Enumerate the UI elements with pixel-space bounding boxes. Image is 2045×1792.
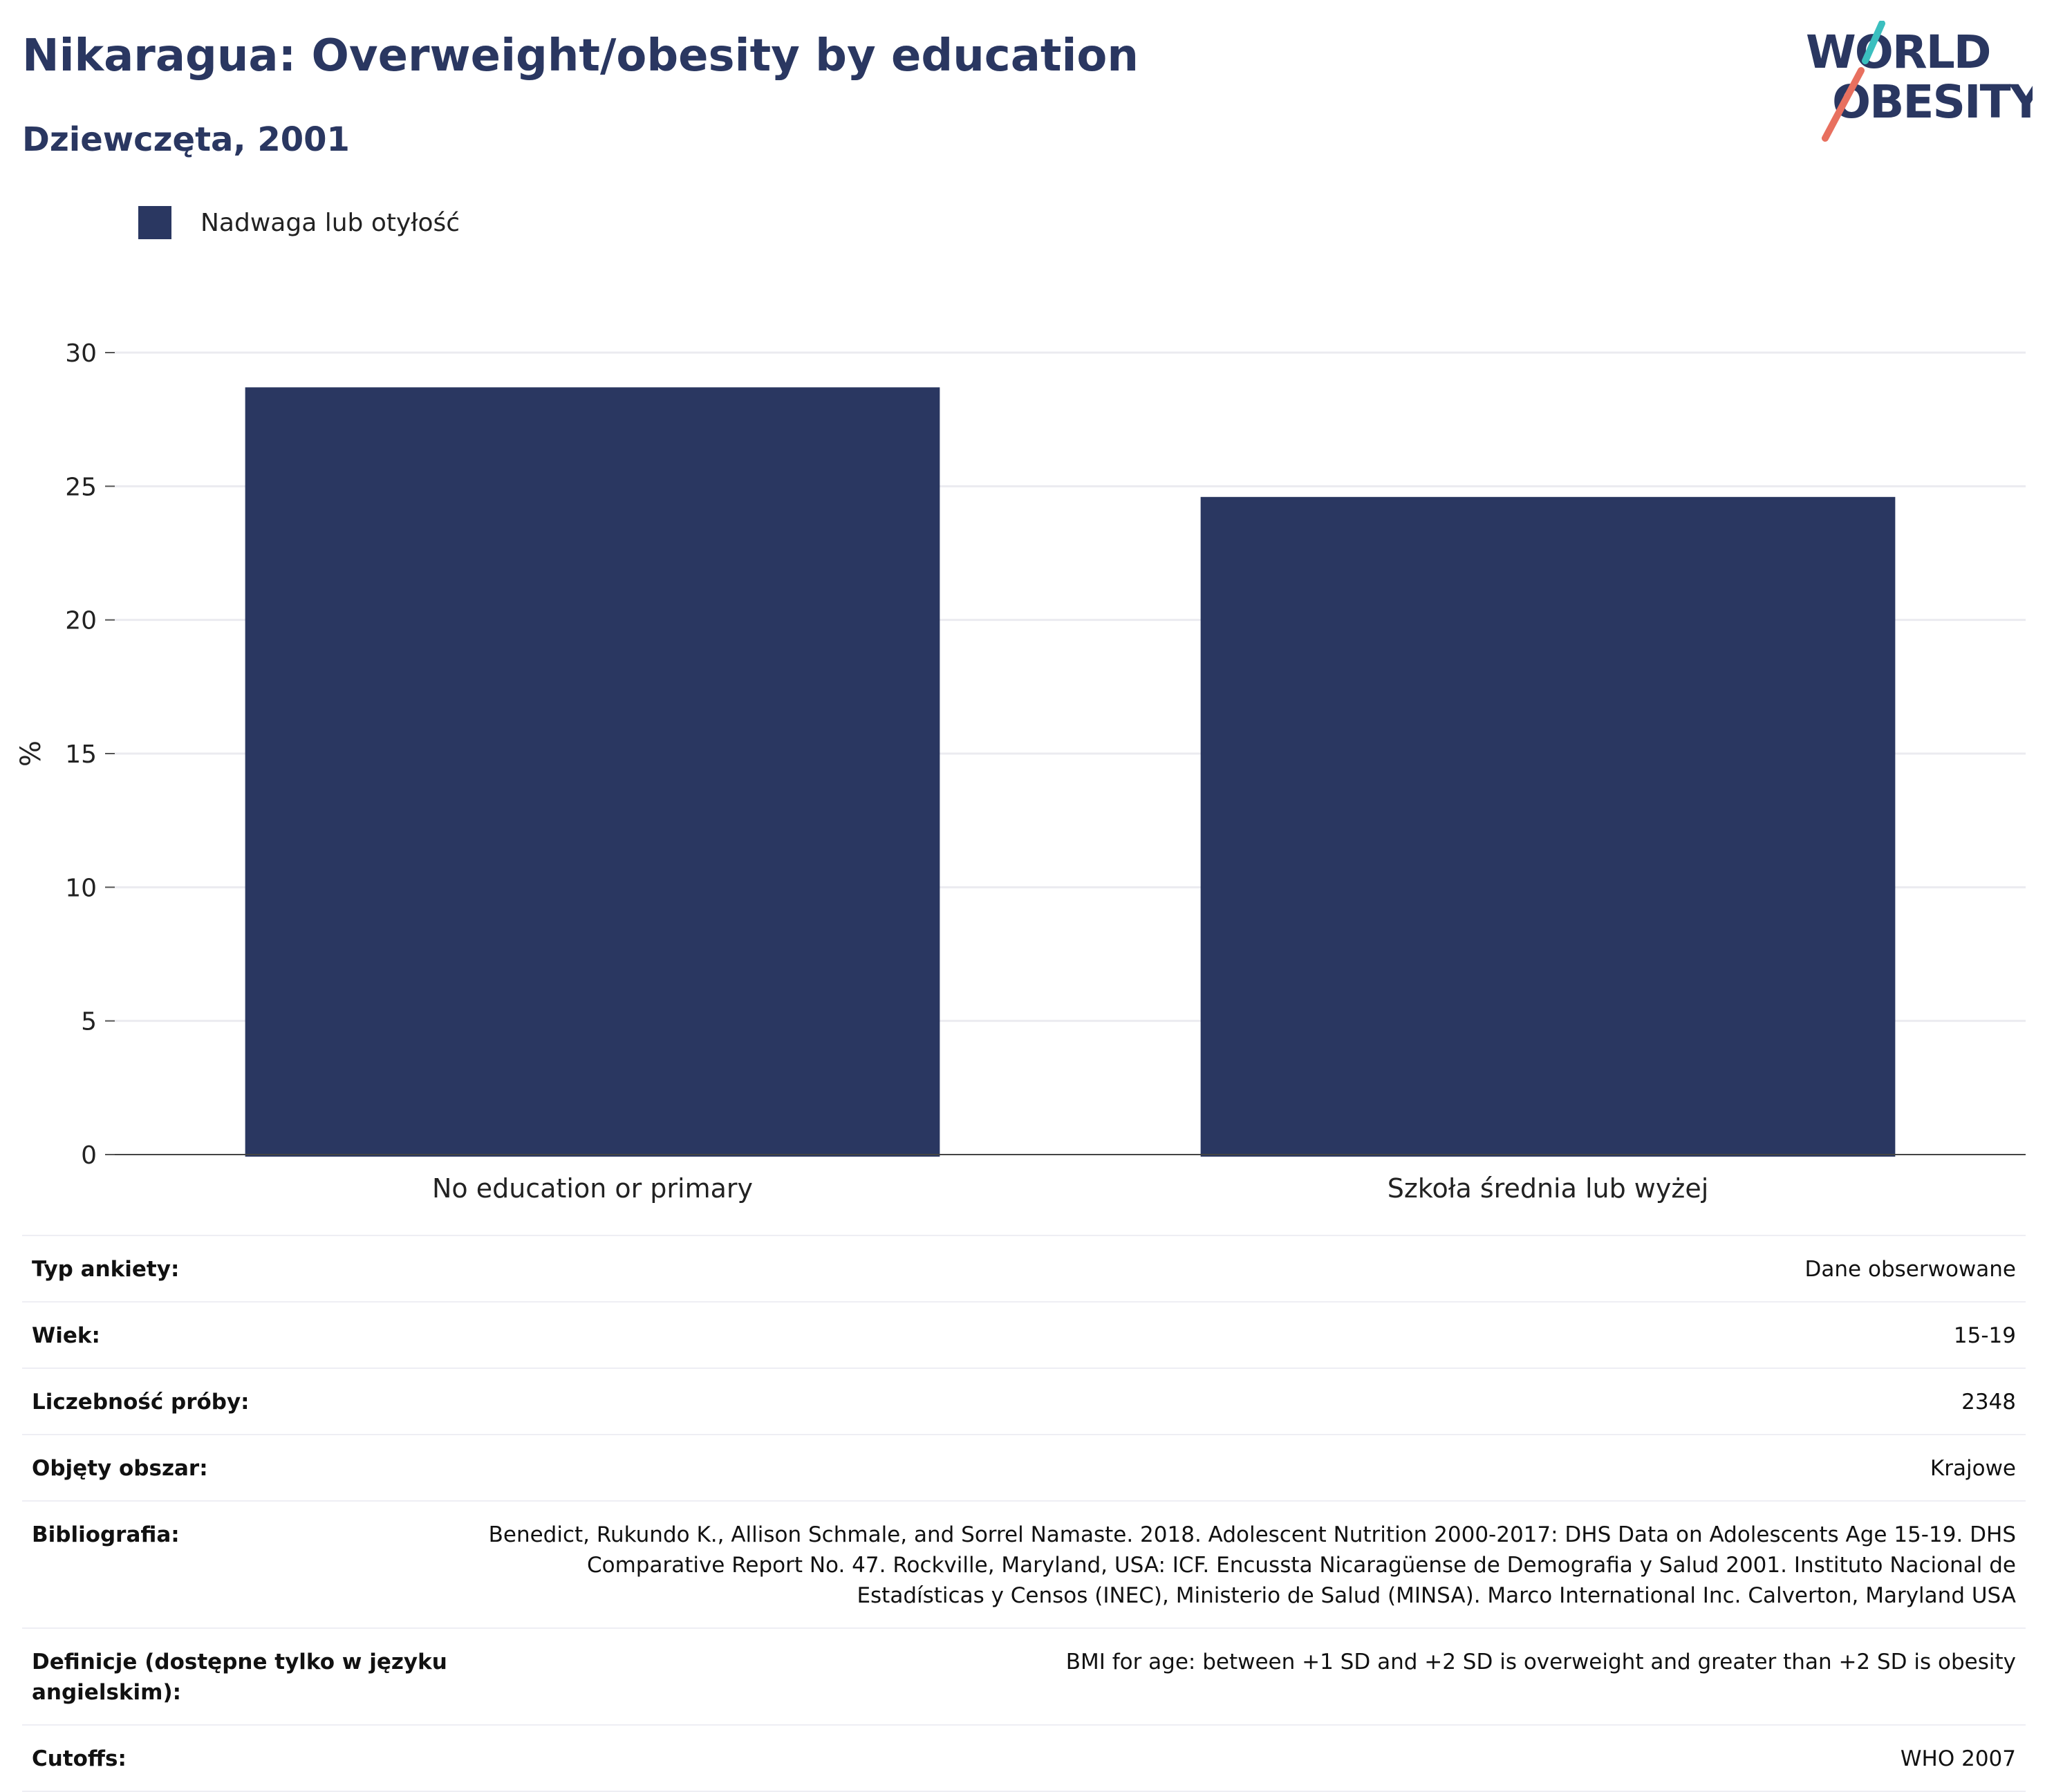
info-table: Typ ankiety: Dane obserwowane Wiek: 15-19 Li… — [22, 1235, 2026, 1792]
info-key: Typ ankiety: — [22, 1235, 470, 1303]
info-value: WHO 2007 — [470, 1724, 2026, 1792]
legend-swatch — [138, 206, 171, 239]
x-axis-categories: No education or primary Szkoła średnia lu… — [432, 1173, 1708, 1203]
y-tick-label: 10 — [65, 874, 97, 902]
info-key: Cutoffs: — [22, 1724, 470, 1792]
info-row: Wiek: 15-19 — [22, 1301, 2026, 1369]
info-key: Wiek: — [22, 1301, 470, 1369]
logo-text-world: WORLD — [1806, 26, 1990, 79]
logo-text-obesity: OBESITY — [1832, 75, 2033, 129]
info-row: Typ ankiety: Dane obserwowane — [22, 1235, 2026, 1303]
legend[interactable]: Nadwaga lub otyłość — [138, 205, 460, 241]
y-tick-label: 20 — [65, 607, 97, 635]
world-obesity-logo: WORLD OBESITY — [1806, 21, 2033, 142]
info-value: Krajowe — [470, 1434, 2026, 1502]
info-row: Bibliografia: Benedict, Rukundo K., Allis… — [22, 1500, 2026, 1629]
chart-subtitle: Dziewczęta, 2001 — [22, 120, 350, 159]
info-row: Objęty obszar: Krajowe — [22, 1434, 2026, 1502]
info-key: Bibliografia: — [22, 1500, 470, 1629]
info-value: 2348 — [470, 1368, 2026, 1435]
y-tick-label: 0 — [81, 1141, 97, 1170]
info-key: Liczebność próby: — [22, 1368, 470, 1435]
info-value: Benedict, Rukundo K., Allison Schmale, a… — [470, 1500, 2026, 1629]
logo-slash-top — [1862, 21, 1885, 64]
bar[interactable] — [1200, 496, 1896, 1157]
bar[interactable] — [245, 387, 940, 1157]
y-tick-label: 30 — [65, 339, 97, 368]
y-tick-label: 5 — [81, 1008, 97, 1036]
chart-title: Nikaragua: Overweight/obesity by educati… — [22, 30, 1139, 82]
logo-slash-bottom — [1822, 67, 1865, 142]
info-value: Dane obserwowane — [470, 1235, 2026, 1303]
y-axis-label: % — [15, 740, 47, 767]
info-value: BMI for age: between +1 SD and +2 SD is … — [470, 1627, 2026, 1726]
x-category-label: Szkoła średnia lub wyżej — [1388, 1173, 1709, 1203]
y-axis-ticks: 0 5 10 15 20 25 30 — [65, 339, 115, 1170]
bars — [245, 387, 1896, 1157]
info-row: Definicje (dostępne tylko w języku angie… — [22, 1627, 2026, 1726]
info-row: Cutoffs: WHO 2007 — [22, 1724, 2026, 1792]
info-value: 15-19 — [470, 1301, 2026, 1369]
y-tick-label: 25 — [65, 473, 97, 501]
legend-label: Nadwaga lub otyłość — [200, 208, 460, 237]
y-tick-label: 15 — [65, 740, 97, 769]
info-key: Objęty obszar: — [22, 1434, 470, 1502]
info-row: Liczebność próby: 2348 — [22, 1368, 2026, 1435]
info-key: Definicje (dostępne tylko w języku angie… — [22, 1627, 470, 1726]
x-category-label: No education or primary — [432, 1173, 753, 1203]
bar-chart: 0 5 10 15 20 25 30 No education or primary Szko… — [15, 339, 2026, 1203]
